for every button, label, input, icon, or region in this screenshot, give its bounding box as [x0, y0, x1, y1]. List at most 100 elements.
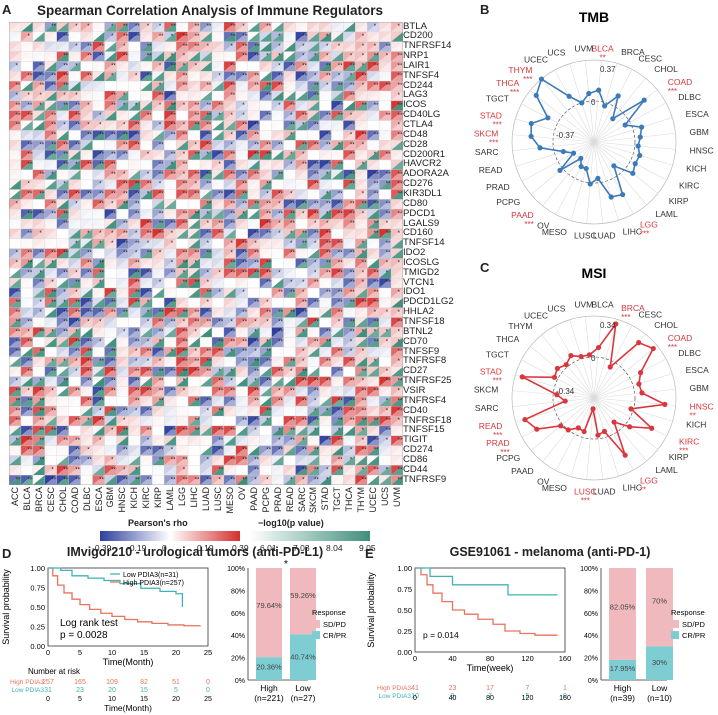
- heatmap-cell: [200, 445, 212, 456]
- heatmap-cell: [391, 199, 403, 210]
- heatmap-cell: ***: [259, 90, 274, 101]
- heatmap-cell: *: [200, 150, 212, 160]
- heatmap-cell: **: [283, 425, 296, 436]
- heatmap-cell: [200, 416, 212, 426]
- heatmap-cell: [68, 179, 81, 190]
- heatmap-cell: [188, 297, 201, 308]
- heatmap-cell: ***: [176, 366, 190, 377]
- radar-star: ***: [524, 220, 533, 229]
- heatmap-cell: [271, 297, 284, 308]
- heatmap-cell: [211, 258, 224, 269]
- heatmap-cell: [152, 268, 165, 279]
- radar-axis-label: STAD: [480, 366, 502, 376]
- heatmap-cell: [379, 61, 392, 72]
- svg-text:*: *: [87, 123, 90, 129]
- heatmap-cell: [307, 287, 320, 298]
- svg-text:*: *: [338, 73, 341, 79]
- heatmap-cell: **: [188, 248, 201, 259]
- svg-text:**: **: [314, 123, 319, 129]
- radar-point: [565, 427, 571, 433]
- heatmap-cell: *: [32, 376, 45, 387]
- heatmap-cell: [331, 150, 344, 160]
- heatmap-cell: ***: [247, 51, 262, 62]
- heatmap-cell: [391, 297, 403, 308]
- heatmap-cell: **: [247, 71, 260, 82]
- radar-axis-label: LUAD: [593, 230, 616, 240]
- km-ylabel: Survival probability: [366, 572, 376, 648]
- gene-label: CD244: [403, 79, 433, 91]
- svg-text:*: *: [171, 34, 174, 40]
- bar-legend-sdpd: SD/PD: [682, 620, 706, 629]
- heatmap-cell: ***: [176, 475, 190, 485]
- heatmap-cell: [295, 219, 308, 229]
- heatmap-cell: ***: [235, 258, 250, 269]
- heatmap-cell: *: [379, 327, 392, 338]
- svg-text:***: ***: [63, 83, 71, 89]
- heatmap-cell: **: [283, 435, 296, 446]
- heatmap-cell: *: [391, 287, 403, 298]
- heatmap-cell: **: [307, 81, 320, 91]
- heatmap-cell: [211, 169, 224, 180]
- svg-text:**: **: [28, 103, 33, 109]
- heatmap-cell: [188, 130, 201, 141]
- heatmap-cell: [32, 51, 45, 62]
- svg-text:**: **: [254, 251, 259, 257]
- heatmap-cell: *: [331, 317, 344, 328]
- km-pvalue: p = 0.014: [423, 630, 459, 640]
- svg-text:***: ***: [398, 103, 403, 109]
- heatmap-cell: [80, 179, 93, 190]
- heatmap-cell: ***: [32, 189, 47, 200]
- radar-point: [649, 425, 655, 431]
- heatmap-cell: [92, 347, 105, 357]
- bar-legend-crpr: CR/PR: [682, 631, 706, 640]
- km-axes: [414, 567, 566, 653]
- heatmap-cell: [223, 406, 236, 417]
- heatmap-cell: [379, 22, 392, 32]
- heatmap-cell: *: [307, 71, 320, 82]
- heatmap-cell: ***: [68, 455, 83, 466]
- radar-axis-label: KICH: [686, 420, 706, 430]
- svg-text:*: *: [123, 123, 126, 129]
- svg-text:**: **: [290, 123, 295, 129]
- radar-point: [575, 425, 581, 431]
- heatmap-cell: *: [259, 475, 272, 485]
- svg-text:**: **: [386, 113, 391, 119]
- heatmap-cell: *: [92, 238, 105, 249]
- svg-text:***: ***: [362, 73, 370, 79]
- heatmap-cell: [20, 287, 33, 298]
- heatmap-cell: *: [295, 209, 308, 220]
- svg-text:***: ***: [314, 93, 322, 99]
- heatmap-cell: [235, 435, 248, 446]
- svg-text:***: ***: [63, 211, 71, 217]
- heatmap-cell: [44, 376, 57, 387]
- cancer-label: GBM: [105, 487, 116, 508]
- heatmap-cell: ***: [379, 169, 393, 180]
- heatmap-cell: [343, 386, 356, 397]
- svg-text:**: **: [147, 182, 152, 188]
- heatmap-cell: [319, 90, 332, 101]
- heatmap-cell: [20, 51, 33, 62]
- heatmap-cell: *: [379, 396, 392, 407]
- gene-label: BTNL2: [403, 325, 433, 337]
- svg-text:**: **: [386, 152, 391, 158]
- heatmap-cell: [80, 31, 93, 42]
- heatmap-cell: **: [32, 248, 45, 259]
- svg-text:**: **: [183, 280, 188, 286]
- svg-text:**: **: [302, 162, 307, 168]
- heatmap-cell: [188, 268, 201, 279]
- heatmap-cell: *: [379, 406, 392, 417]
- km-ytick: 0.00: [30, 642, 45, 651]
- radar-axis-label: KIRP: [669, 196, 689, 206]
- heatmap-cell: **: [271, 287, 284, 298]
- heatmap-cell: [379, 100, 392, 111]
- heatmap-cell: **: [104, 61, 117, 72]
- legend-crpr-swatch: [671, 631, 679, 640]
- svg-text:***: ***: [278, 73, 286, 79]
- heatmap-cell: [80, 169, 93, 180]
- svg-text:*: *: [63, 182, 66, 188]
- heatmap-cell: ***: [343, 209, 358, 220]
- heatmap-cell: **: [271, 209, 284, 220]
- heatmap-cell: [152, 130, 165, 141]
- svg-text:***: ***: [207, 132, 215, 138]
- svg-text:*: *: [362, 192, 365, 198]
